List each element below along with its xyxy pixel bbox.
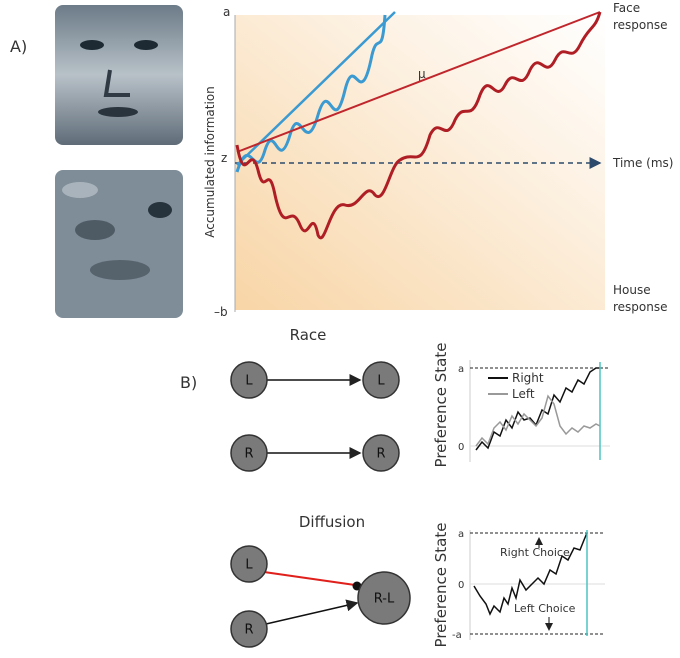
y-axis-label: Accumulated information — [203, 86, 217, 238]
tick-label: -a — [452, 630, 462, 641]
figure: A) a z –b Accumulated information μ Face… — [0, 0, 680, 654]
choice-label: Left Choice — [514, 602, 576, 615]
face-image — [55, 5, 183, 145]
node-label: R — [376, 447, 385, 462]
house-response: House — [613, 283, 651, 297]
bound-label: a — [223, 5, 230, 19]
node-label: L — [245, 374, 253, 389]
face-response: Face — [613, 1, 640, 15]
legend-label: Right — [512, 371, 544, 385]
diffusion-title: Diffusion — [299, 513, 365, 531]
inhibit-link — [264, 572, 355, 585]
noise-image — [55, 170, 183, 318]
race-title: Race — [290, 326, 327, 344]
tick-label: a — [458, 364, 464, 375]
y-axis-label: Preference State — [432, 343, 450, 468]
node-label: L — [377, 374, 385, 389]
panel-label: A) — [10, 37, 27, 56]
node-label: L — [245, 558, 253, 573]
tick-label: a — [458, 529, 464, 540]
tick-label: 0 — [458, 442, 464, 453]
choice-label: Right Choice — [500, 546, 570, 559]
node-label: R — [244, 447, 253, 462]
house-response: response — [613, 300, 668, 314]
node-label: R — [244, 623, 253, 638]
panel-label: B) — [180, 373, 197, 392]
bound-label: –b — [214, 305, 228, 319]
time-label: Time (ms) — [612, 156, 674, 170]
face-response: response — [613, 18, 668, 32]
y-axis-label: Preference State — [432, 523, 450, 648]
page: A) a z –b Accumulated information μ Face… — [0, 0, 680, 658]
node-label: R-L — [374, 592, 395, 607]
tick-label: 0 — [458, 580, 464, 591]
arrow — [266, 603, 357, 624]
legend-label: Left — [512, 387, 535, 401]
start-label: z — [221, 151, 227, 165]
